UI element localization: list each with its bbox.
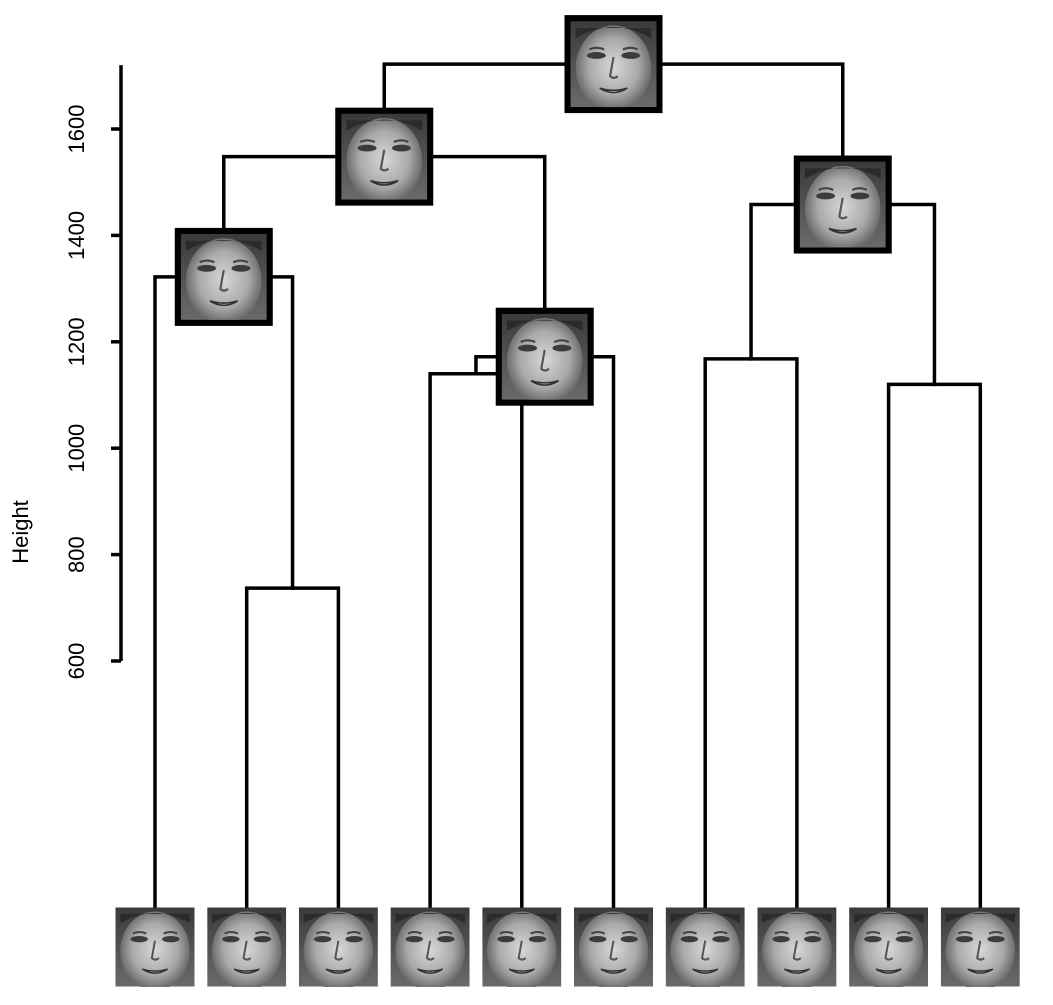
branch-m4: [474, 354, 616, 909]
branch-m3: [428, 371, 524, 909]
leaf-faces: [115, 907, 1020, 987]
node-face-m4: [495, 307, 594, 406]
branch-m6: [703, 357, 799, 909]
leaf-face-4: [390, 907, 470, 987]
y-axis: 600 800 1000 1200 1400 1600: [64, 65, 123, 680]
branch-m1: [244, 586, 341, 909]
node-face-m2: [174, 227, 273, 326]
y-tick-label: 1400: [64, 211, 89, 260]
merge-node-faces: [174, 15, 892, 406]
y-tick-label: 600: [64, 643, 89, 680]
face-icon: [341, 113, 428, 200]
leaf-face-9: [849, 907, 929, 987]
leaf-face-7: [665, 907, 745, 987]
node-face-m5: [335, 107, 434, 206]
face-icon: [799, 161, 886, 248]
leaf-face-10: [940, 907, 1020, 987]
leaf-face-1: [115, 907, 195, 987]
node-face-m8: [793, 155, 892, 254]
branch-m2: [153, 275, 295, 909]
leaf-face-5: [482, 907, 562, 987]
face-icon: [501, 313, 588, 400]
face-icon: [180, 233, 267, 320]
y-tick-label: 1000: [64, 424, 89, 473]
leaf-face-2: [207, 907, 287, 987]
leaf-face-6: [574, 907, 653, 987]
y-tick-label: 1600: [64, 105, 89, 154]
face-icon: [570, 21, 657, 108]
branch-m7: [886, 382, 983, 909]
leaf-face-8: [757, 907, 837, 987]
leaf-face-3: [298, 907, 378, 987]
y-tick-label: 800: [64, 536, 89, 573]
y-tick-label: 1200: [64, 317, 89, 366]
y-axis-label: Height: [8, 500, 33, 564]
node-face-m9: [564, 15, 663, 114]
